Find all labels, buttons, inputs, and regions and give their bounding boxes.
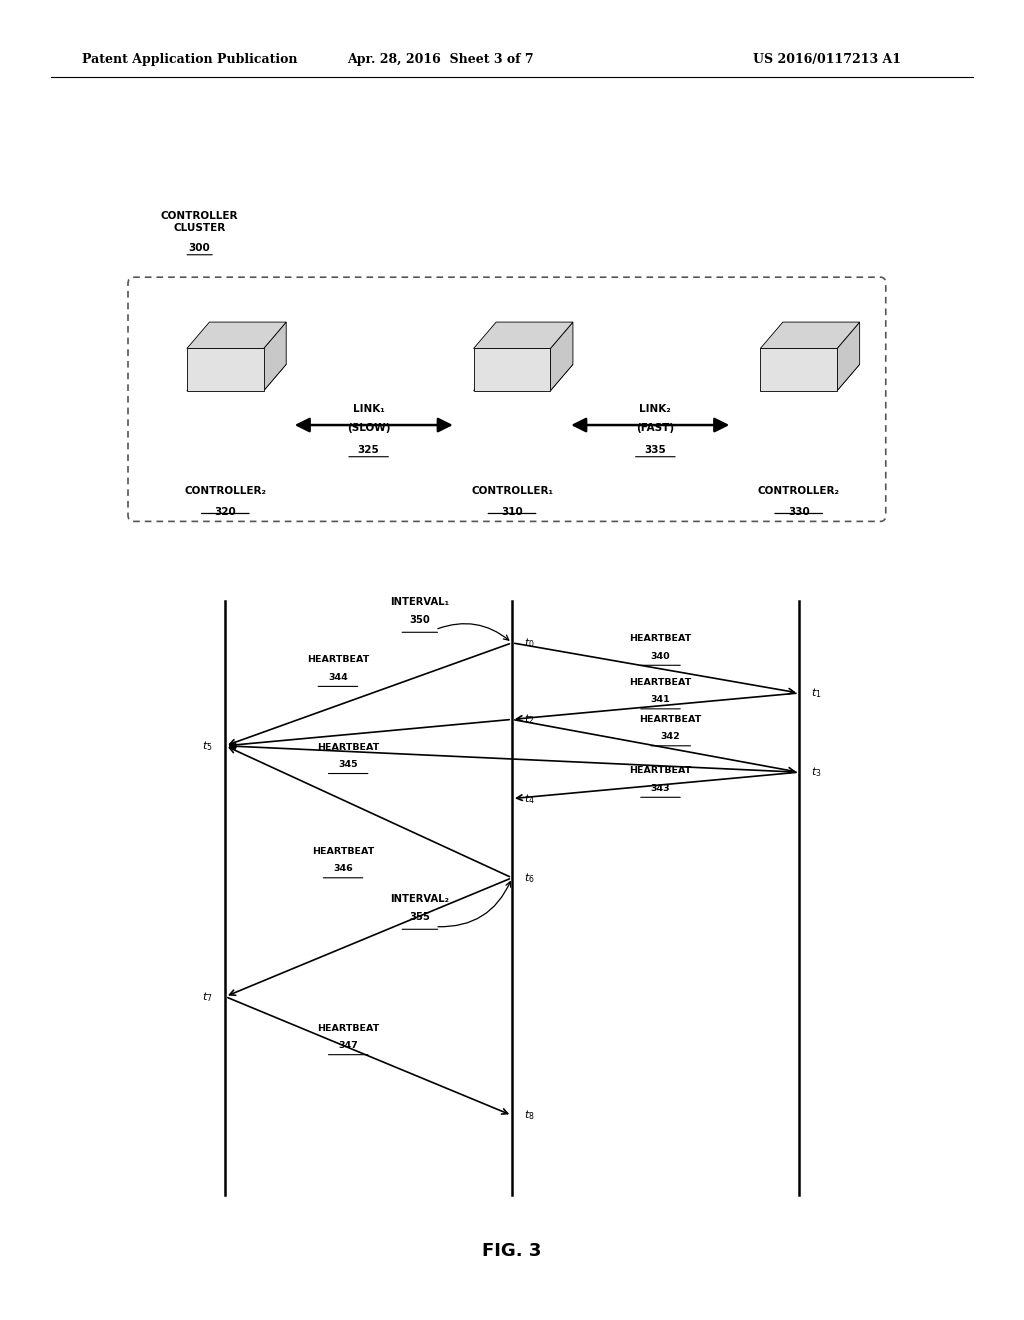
Text: 320: 320 [214, 507, 237, 517]
Text: (SLOW): (SLOW) [347, 422, 390, 433]
Text: 347: 347 [338, 1041, 358, 1049]
Text: 345: 345 [338, 760, 358, 768]
Text: HEARTBEAT: HEARTBEAT [307, 656, 369, 664]
Text: 350: 350 [410, 615, 430, 626]
Text: 340: 340 [650, 652, 671, 660]
Text: $t_{5}$: $t_{5}$ [203, 739, 213, 752]
Text: HEARTBEAT: HEARTBEAT [640, 715, 701, 723]
Polygon shape [551, 322, 573, 391]
Text: 343: 343 [650, 784, 671, 792]
Polygon shape [760, 348, 838, 391]
Text: 346: 346 [333, 865, 353, 873]
Text: $t_{1}$: $t_{1}$ [811, 686, 821, 700]
Polygon shape [264, 322, 287, 391]
Text: CONTROLLER₁: CONTROLLER₁ [471, 486, 553, 496]
Text: INTERVAL₁: INTERVAL₁ [390, 597, 450, 607]
Text: 344: 344 [328, 673, 348, 681]
Text: CONTROLLER₂: CONTROLLER₂ [184, 486, 266, 496]
Text: HEARTBEAT: HEARTBEAT [630, 767, 691, 775]
Text: $t_{7}$: $t_{7}$ [203, 990, 213, 1003]
Text: FIG. 3: FIG. 3 [482, 1242, 542, 1261]
Text: 341: 341 [650, 696, 671, 704]
Polygon shape [838, 322, 860, 391]
Polygon shape [473, 322, 573, 348]
Text: 355: 355 [410, 912, 430, 923]
Polygon shape [186, 364, 287, 391]
Text: 325: 325 [357, 445, 380, 455]
Polygon shape [760, 364, 860, 391]
Text: 342: 342 [660, 733, 681, 741]
Polygon shape [473, 364, 573, 391]
Text: $t_{4}$: $t_{4}$ [524, 792, 536, 805]
Text: $t_{0}$: $t_{0}$ [524, 636, 535, 649]
Text: HEARTBEAT: HEARTBEAT [317, 1024, 379, 1032]
Polygon shape [186, 348, 264, 391]
Text: $t_{8}$: $t_{8}$ [524, 1109, 535, 1122]
Text: 310: 310 [501, 507, 523, 517]
Text: HEARTBEAT: HEARTBEAT [317, 743, 379, 751]
Text: 300: 300 [188, 243, 211, 253]
Polygon shape [186, 322, 287, 348]
Text: US 2016/0117213 A1: US 2016/0117213 A1 [753, 53, 901, 66]
Text: HEARTBEAT: HEARTBEAT [312, 847, 374, 855]
Text: INTERVAL₂: INTERVAL₂ [390, 894, 450, 904]
Text: CONTROLLER
CLUSTER: CONTROLLER CLUSTER [161, 211, 239, 232]
Text: Patent Application Publication: Patent Application Publication [82, 53, 297, 66]
Text: CONTROLLER₂: CONTROLLER₂ [758, 486, 840, 496]
Text: $t_{3}$: $t_{3}$ [811, 766, 821, 779]
Text: HEARTBEAT: HEARTBEAT [630, 678, 691, 686]
Text: $t_{2}$: $t_{2}$ [524, 713, 535, 726]
Text: LINK₂: LINK₂ [639, 404, 672, 414]
Polygon shape [760, 322, 860, 348]
Text: $t_{6}$: $t_{6}$ [524, 871, 535, 884]
Text: Apr. 28, 2016  Sheet 3 of 7: Apr. 28, 2016 Sheet 3 of 7 [347, 53, 534, 66]
Text: LINK₁: LINK₁ [352, 404, 385, 414]
Text: 335: 335 [644, 445, 667, 455]
Polygon shape [473, 348, 551, 391]
Text: 330: 330 [787, 507, 810, 517]
Text: HEARTBEAT: HEARTBEAT [630, 635, 691, 643]
FancyBboxPatch shape [128, 277, 886, 521]
Text: (FAST): (FAST) [636, 422, 675, 433]
